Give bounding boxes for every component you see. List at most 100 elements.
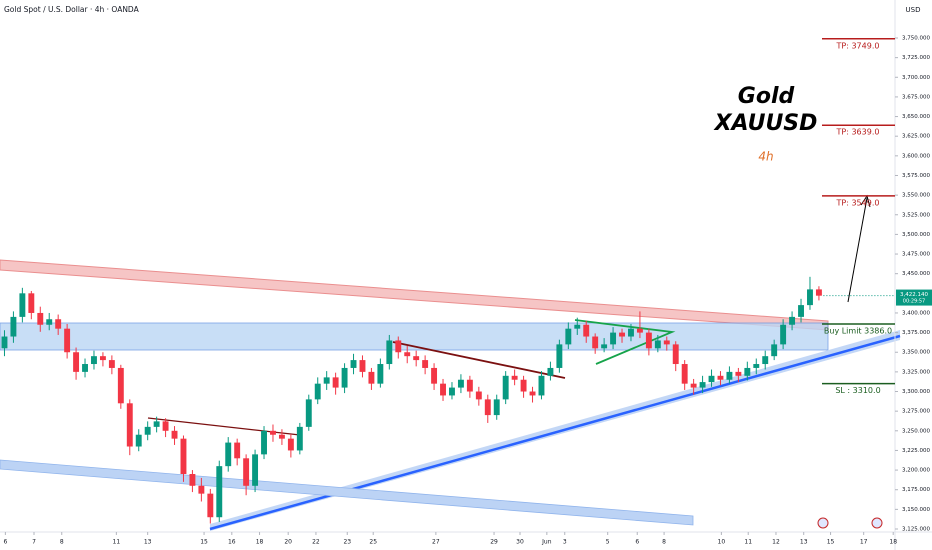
y-tick-label: 3,625.000 [902, 134, 930, 140]
candle-body [234, 442, 241, 459]
x-tick-label: 8 [60, 539, 64, 546]
candle-body [37, 312, 44, 325]
x-tick-label: 12 [772, 539, 780, 546]
y-tick-label: 3,725.000 [902, 55, 930, 61]
candle-body [386, 340, 393, 365]
candle-body [198, 485, 205, 494]
y-tick-label: 3,575.000 [902, 173, 930, 179]
y-tick-label: 3,700.000 [902, 75, 930, 81]
candle-body [82, 364, 88, 372]
candle-body [287, 438, 294, 451]
level-label: TP: 3749.0 [836, 41, 880, 50]
candle-body [610, 332, 617, 345]
candle-body [305, 399, 312, 427]
candle-body [323, 377, 330, 384]
candle-body [654, 340, 661, 349]
candle-body [663, 340, 670, 345]
x-tick-label: 6 [3, 539, 7, 546]
candle-body [73, 352, 80, 372]
candle-body [690, 383, 697, 388]
headline: Gold [738, 84, 795, 109]
x-tick-label: 23 [343, 539, 351, 546]
y-tick-label: 3,300.000 [902, 389, 930, 395]
y-tick-label: 3,350.000 [902, 350, 930, 356]
symbol: XAUUSD [713, 111, 818, 136]
candle-body [628, 328, 634, 337]
y-tick-label: 3,650.000 [902, 114, 930, 120]
candle-body [1, 336, 8, 349]
candle-body [771, 344, 778, 357]
candle-body [583, 324, 590, 337]
candle-body [404, 352, 411, 357]
candle-body [556, 344, 563, 368]
candle-body [332, 377, 339, 388]
event-icon[interactable] [817, 517, 829, 529]
candle-body [359, 360, 366, 372]
candle-body [547, 367, 554, 376]
candle-body [10, 316, 17, 337]
level-label: Buy Limit 3386.0 [824, 326, 892, 335]
candle-body [395, 340, 402, 353]
candle-body [672, 344, 679, 365]
candle-body [19, 293, 26, 317]
candle-body [162, 421, 169, 431]
candle-body [431, 367, 438, 384]
candle-body [99, 356, 106, 361]
x-tick-label: 13 [144, 539, 152, 546]
candle-body [493, 399, 500, 416]
x-tick-label: Jun [541, 539, 552, 546]
candle-body [502, 375, 509, 400]
candle-body [368, 371, 375, 384]
candle-body [225, 442, 232, 467]
last-price-label: 3,422.140 [900, 292, 928, 298]
candle-body [574, 324, 581, 329]
y-tick-label: 3,275.000 [902, 409, 930, 415]
candle-body [457, 379, 464, 388]
y-tick-label: 3,550.000 [902, 193, 930, 199]
x-tick-label: 29 [490, 539, 498, 546]
candle-body [422, 360, 429, 368]
y-tick-label: 3,250.000 [902, 428, 930, 434]
y-tick-label: 3,600.000 [902, 153, 930, 159]
candle-body [601, 344, 608, 349]
candle-body [350, 360, 357, 368]
arrow [847, 197, 868, 303]
x-tick-label: 6 [635, 539, 639, 546]
y-tick-label: 3,475.000 [902, 252, 930, 258]
candle-body [64, 328, 71, 353]
candle-body [252, 454, 259, 486]
candle-body [744, 367, 751, 376]
candle-body [55, 319, 62, 329]
trend-line-brown [392, 341, 566, 379]
candle-body [261, 430, 267, 455]
candle-body [807, 289, 813, 306]
x-tick-label: 16 [228, 539, 236, 546]
candle-body [126, 403, 133, 447]
currency: USD [906, 6, 921, 14]
y-tick-label: 3,400.000 [902, 310, 930, 316]
candle-body [529, 391, 536, 396]
candle-body [207, 493, 214, 518]
x-tick-label: 5 [606, 539, 610, 546]
x-tick-label: 11 [113, 539, 121, 546]
y-tick-label: 3,225.000 [902, 448, 930, 454]
y-tick-label: 3,375.000 [902, 330, 930, 336]
x-tick-label: 25 [369, 539, 377, 546]
candle-body [278, 434, 285, 439]
y-tick-label: 3,325.000 [902, 369, 930, 375]
candle-body [189, 474, 196, 486]
candle-body [377, 364, 384, 384]
candle-body [91, 356, 97, 365]
event-icon[interactable] [871, 517, 883, 529]
candle-body [449, 387, 455, 396]
candle-body [645, 332, 652, 349]
y-tick-label: 3,150.000 [902, 507, 930, 513]
candle-body [699, 382, 706, 388]
lower-channel [0, 459, 694, 526]
x-tick-label: 20 [284, 539, 292, 546]
y-tick-label: 3,125.000 [902, 527, 930, 533]
y-tick-label: 3,500.000 [902, 232, 930, 238]
timeframe: 4h [758, 150, 773, 164]
candle-body [341, 367, 348, 388]
